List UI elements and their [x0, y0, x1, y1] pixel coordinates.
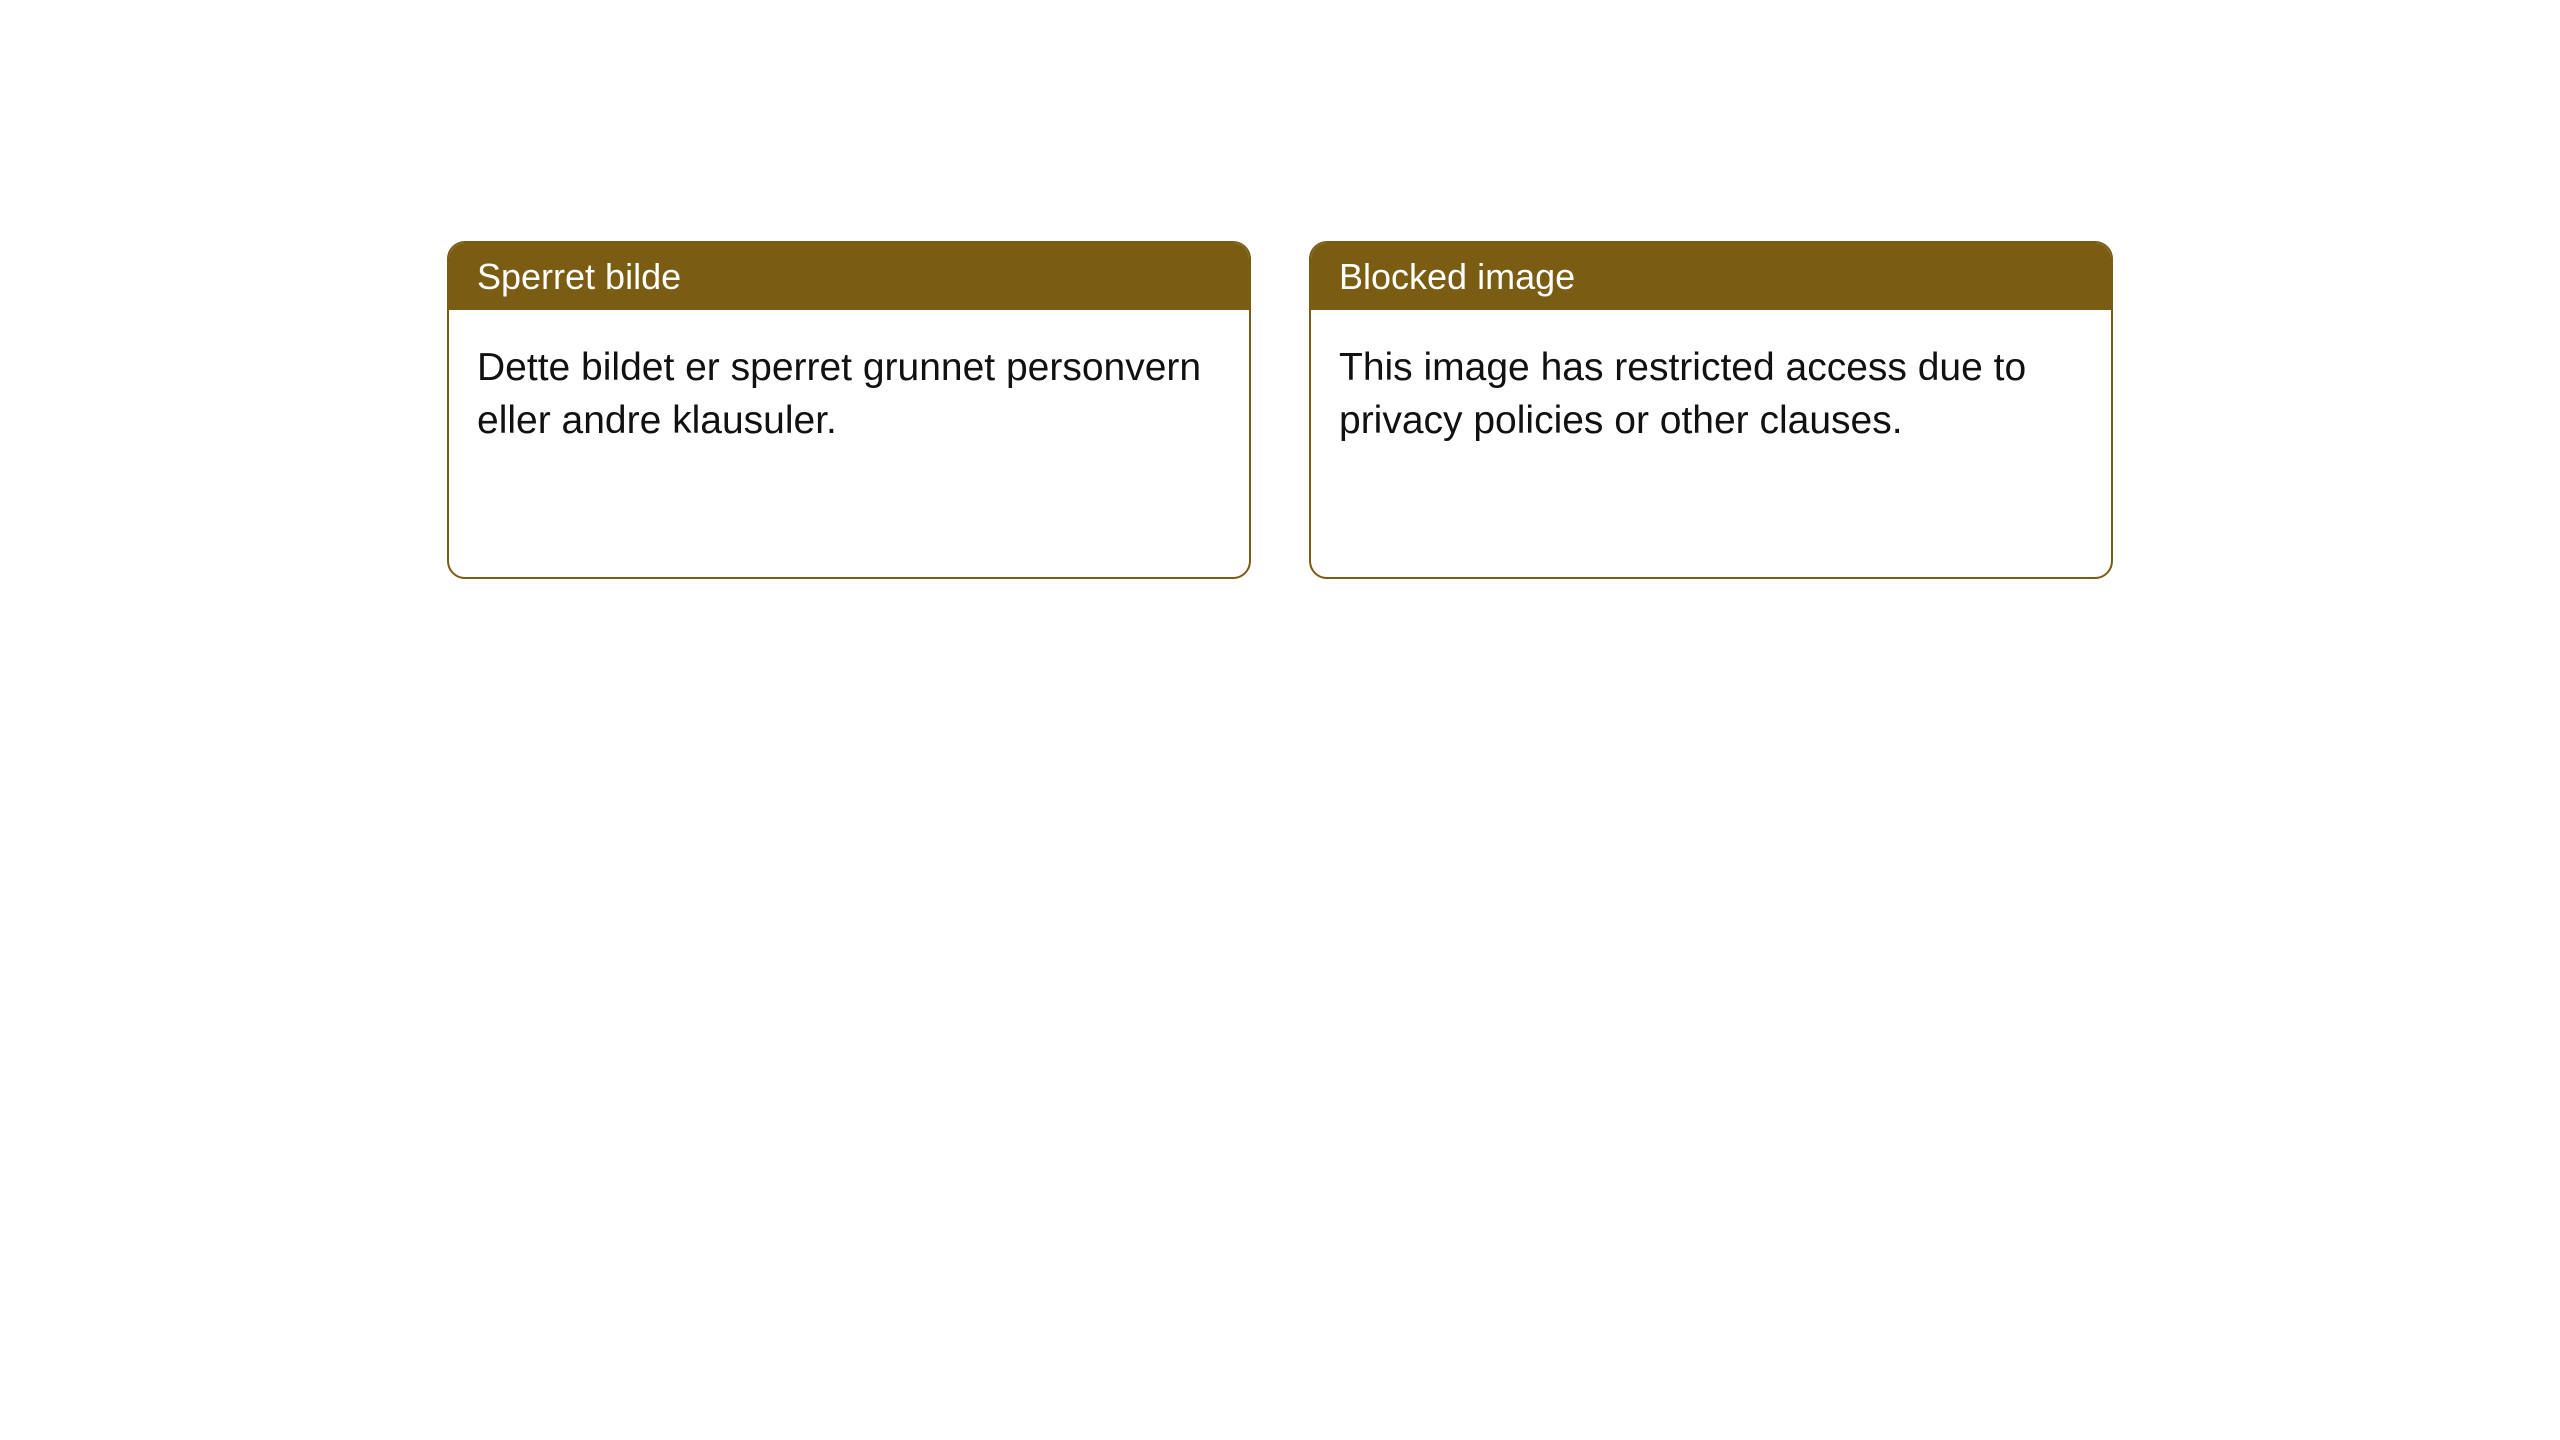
notice-body-norwegian: Dette bildet er sperret grunnet personve… — [449, 310, 1249, 577]
notice-header-norwegian: Sperret bilde — [449, 243, 1249, 310]
notice-box-english: Blocked image This image has restricted … — [1309, 241, 2113, 579]
notice-body-english: This image has restricted access due to … — [1311, 310, 2111, 577]
notice-header-english: Blocked image — [1311, 243, 2111, 310]
notice-box-norwegian: Sperret bilde Dette bildet er sperret gr… — [447, 241, 1251, 579]
notice-container: Sperret bilde Dette bildet er sperret gr… — [447, 241, 2113, 579]
